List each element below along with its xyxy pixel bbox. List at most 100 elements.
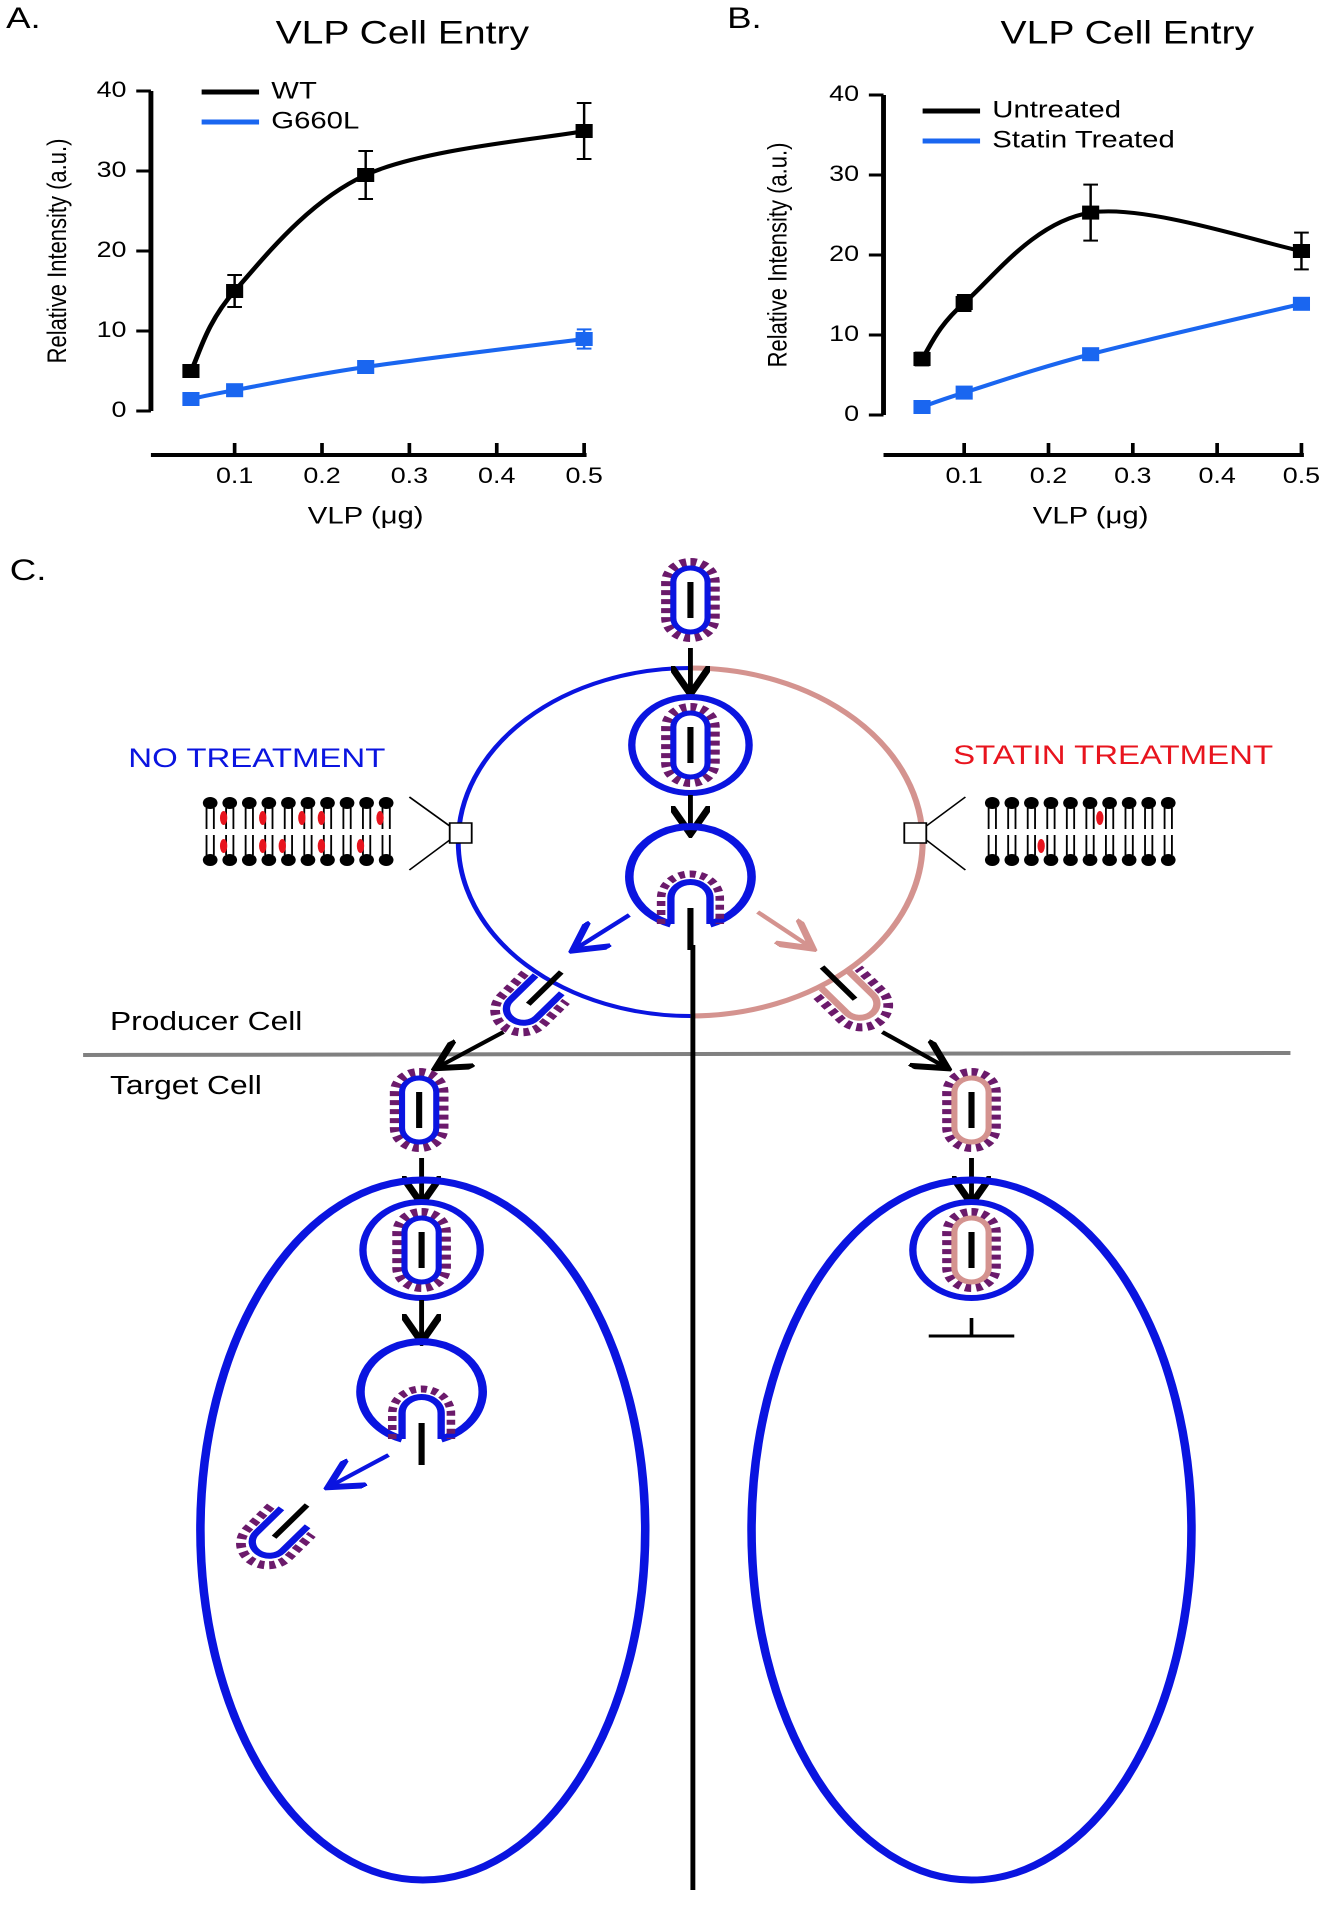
legend-label: Untreated	[992, 96, 1121, 123]
y-axis-label: Relative Intensity (a.u.)	[43, 139, 73, 364]
target-label: Target Cell	[110, 1071, 262, 1100]
lipid-head	[1004, 854, 1020, 866]
x-tick-label: 0.1	[216, 464, 253, 488]
legend-label: G660L	[271, 107, 359, 134]
chart-title: VLP Cell Entry	[276, 15, 530, 51]
producer-label: Producer Cell	[110, 1007, 302, 1036]
lipid-head	[241, 797, 257, 809]
lipid-head	[359, 797, 374, 809]
x-tick-label: 0.1	[945, 464, 982, 488]
lipid-head	[1141, 854, 1157, 866]
x-axis-label: VLP (μg)	[308, 502, 424, 529]
lipid-head	[339, 854, 355, 866]
virus	[397, 1212, 446, 1288]
marker	[575, 124, 593, 138]
zoom-box	[903, 822, 928, 844]
lipid-head	[1102, 797, 1117, 809]
arrow	[332, 1453, 390, 1485]
membrane	[984, 797, 1176, 866]
x-tick-label: 0.3	[1114, 464, 1151, 488]
lipid-head	[1043, 854, 1059, 866]
lipid-head	[281, 854, 296, 866]
lipid-head	[320, 797, 335, 809]
marker	[226, 284, 244, 298]
marker	[913, 400, 931, 414]
marker	[226, 383, 244, 398]
lipid-head	[1024, 797, 1039, 809]
marker	[1082, 205, 1100, 220]
y-tick-label: 20	[829, 242, 859, 266]
cholesterol	[1096, 811, 1104, 825]
lipid-head	[1121, 854, 1137, 866]
lipid-head	[1160, 854, 1176, 866]
legend-label: Statin Treated	[992, 126, 1175, 153]
marker	[1082, 347, 1100, 362]
lipid-head	[281, 797, 296, 809]
zoom-line	[925, 796, 967, 827]
lipid-head	[261, 797, 277, 809]
marker	[913, 352, 931, 366]
lipid-head	[241, 854, 257, 866]
lipid-head	[1160, 797, 1176, 809]
cholesterol	[219, 811, 228, 825]
lipid-head	[378, 797, 394, 809]
marker	[182, 392, 200, 406]
diagram: C. NO TREATMENT STATIN TREATMENT Produce…	[10, 554, 1291, 1890]
lipid-head	[1024, 854, 1039, 866]
y-tick-label: 0	[844, 402, 859, 426]
x-tick-label: 0.3	[391, 464, 428, 488]
y-tick-label: 0	[112, 398, 127, 422]
arrow	[880, 1030, 943, 1066]
marker	[955, 296, 973, 310]
cholesterol	[219, 839, 228, 853]
panel-label: A.	[6, 2, 41, 35]
y-tick-label: 10	[97, 318, 127, 342]
cholesterol	[278, 839, 286, 853]
panel-label: B.	[727, 2, 762, 35]
lipid-head	[222, 797, 238, 809]
chart-title: VLP Cell Entry	[1001, 15, 1255, 51]
y-tick-label: 30	[829, 162, 859, 186]
lipid-head	[984, 797, 1000, 809]
budding-virus	[230, 1491, 328, 1574]
lipid-head	[339, 797, 355, 809]
cholesterol	[259, 839, 267, 853]
zoom-line	[925, 839, 967, 871]
lipid-head	[1063, 854, 1078, 866]
zoom-box	[448, 822, 473, 844]
arrow	[577, 913, 631, 948]
y-tick-label: 30	[97, 158, 127, 182]
right-label: STATIN TREATMENT	[953, 741, 1273, 771]
fit-line	[921, 301, 1303, 409]
y-tick-label: 40	[829, 82, 859, 106]
marker	[1292, 244, 1311, 258]
arrow	[756, 910, 809, 946]
marker	[955, 385, 973, 400]
lipid-head	[1004, 797, 1020, 809]
lipid-head	[1121, 797, 1137, 809]
virus	[947, 1072, 996, 1148]
marker	[357, 360, 375, 374]
virus	[666, 562, 715, 638]
lipid-head	[1102, 854, 1117, 866]
x-tick-label: 0.4	[478, 464, 515, 488]
y-axis-label: Relative Intensity (a.u.)	[764, 143, 794, 368]
cell-divider	[83, 1051, 1291, 1057]
virus	[947, 1212, 996, 1288]
lipid-head	[1082, 854, 1098, 866]
lipid-head	[202, 797, 218, 809]
arrow	[440, 1030, 505, 1066]
cholesterol	[317, 839, 326, 853]
lipid-head	[1141, 797, 1157, 809]
lipid-head	[300, 797, 316, 809]
cholesterol	[317, 811, 326, 825]
marker	[182, 364, 200, 378]
charts: A. VLP Cell Entry VLP (μg) Relative Intensi…	[6, 2, 1320, 529]
fit-line	[919, 209, 1302, 361]
open-endosome	[629, 827, 751, 950]
y-tick-label: 20	[97, 238, 127, 262]
x-tick-label: 0.5	[1283, 464, 1320, 488]
fit-line	[188, 129, 585, 372]
